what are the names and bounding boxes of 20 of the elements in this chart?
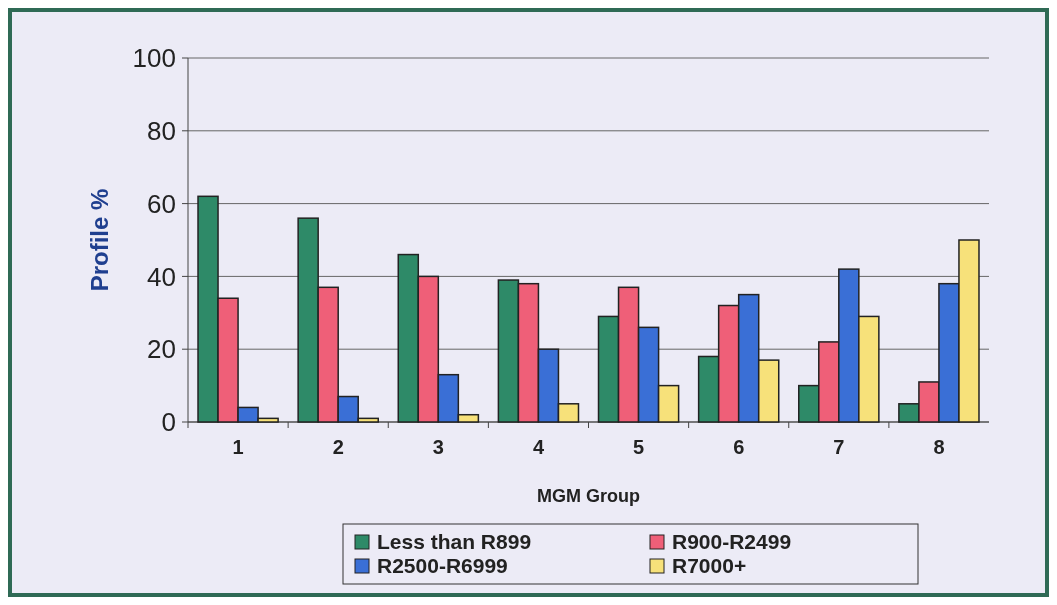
x-tick-label: 7 xyxy=(833,436,845,458)
legend-label: R7000+ xyxy=(672,554,747,577)
x-axis-title: MGM Group xyxy=(537,486,640,506)
y-tick-label: 0 xyxy=(161,407,176,438)
x-tick-label: 6 xyxy=(733,436,745,458)
x-tick-label: 1 xyxy=(232,436,244,458)
legend-label: Less than R899 xyxy=(377,530,532,553)
y-tick-label: 60 xyxy=(147,188,176,219)
y-tick-label: 80 xyxy=(147,115,176,146)
y-tick-label: 100 xyxy=(132,43,176,74)
legend-label: R2500-R6999 xyxy=(377,554,508,577)
y-axis-title: Profile % xyxy=(86,188,113,292)
x-tick-label: 8 xyxy=(933,436,945,458)
legend-label: R900-R2499 xyxy=(672,530,792,553)
y-tick-label: 40 xyxy=(147,261,176,292)
x-tick-label: 2 xyxy=(332,436,344,458)
x-tick-label: 5 xyxy=(633,436,645,458)
x-tick-label: 3 xyxy=(432,436,444,458)
y-tick-label: 20 xyxy=(147,334,176,365)
x-tick-label: 4 xyxy=(532,436,545,458)
